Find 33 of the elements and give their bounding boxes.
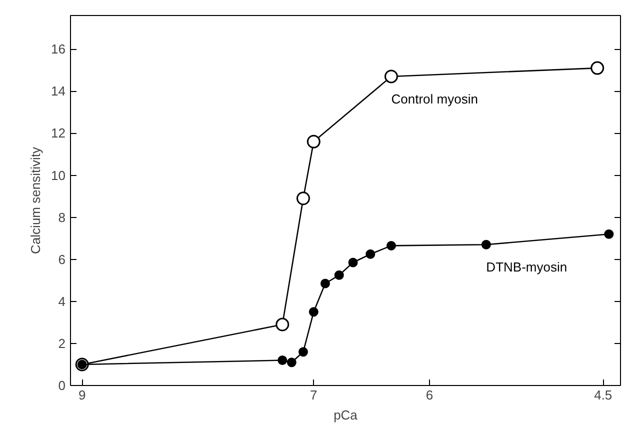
x-tick-label: 7 bbox=[310, 388, 318, 402]
point bbox=[298, 347, 308, 357]
point bbox=[590, 61, 604, 75]
y-tick-label: 14 bbox=[51, 84, 66, 99]
point bbox=[384, 70, 398, 84]
y-tick-label: 2 bbox=[58, 336, 66, 351]
x-tick-label: 4.5 bbox=[594, 388, 612, 402]
point bbox=[286, 358, 296, 368]
point bbox=[348, 258, 358, 268]
series-label: DTNB-myosin bbox=[486, 260, 568, 275]
series-label: Control myosin bbox=[391, 91, 478, 106]
point bbox=[278, 356, 288, 366]
point bbox=[334, 270, 344, 280]
point bbox=[276, 318, 290, 332]
x-tick-label: 6 bbox=[426, 388, 434, 402]
y-axis-title: Calcium sensitivity bbox=[28, 146, 44, 254]
point bbox=[366, 249, 376, 259]
y-tick-label: 16 bbox=[51, 42, 66, 57]
y-tick-label: 10 bbox=[51, 168, 66, 183]
y-tick-label: 0 bbox=[58, 378, 66, 393]
point bbox=[604, 229, 614, 239]
x-axis-title: pCa bbox=[334, 408, 358, 422]
point bbox=[386, 240, 396, 250]
point bbox=[481, 240, 491, 250]
y-tick-label: 6 bbox=[58, 252, 66, 267]
x-tick-label: 9 bbox=[78, 388, 86, 402]
point bbox=[296, 192, 310, 206]
y-tick-label: 12 bbox=[51, 126, 66, 141]
point bbox=[320, 278, 330, 288]
point bbox=[308, 307, 318, 317]
point bbox=[306, 134, 320, 148]
y-tick-label: 8 bbox=[58, 210, 66, 225]
y-tick-label: 4 bbox=[58, 294, 66, 309]
